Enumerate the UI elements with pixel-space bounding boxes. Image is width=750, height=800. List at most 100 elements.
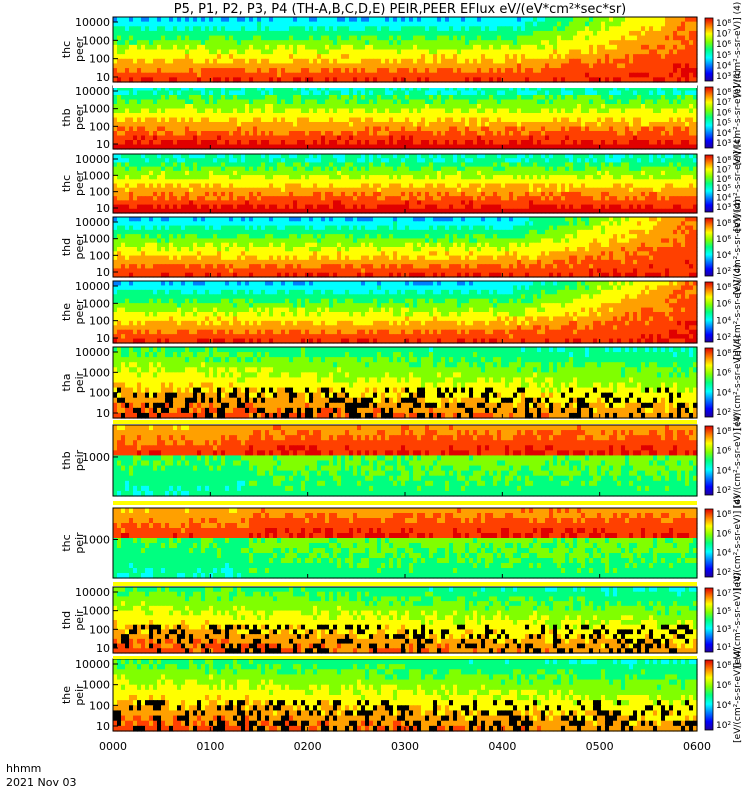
spectrogram-cell (641, 104, 646, 110)
spectrogram-cell (357, 86, 362, 92)
spectrogram-cell (117, 35, 122, 41)
spectrogram-cell (593, 135, 598, 141)
spectrogram-cell (621, 54, 626, 60)
spectrogram-cell (129, 49, 134, 55)
spectrogram-cell (153, 170, 158, 176)
spectrogram-cell (233, 166, 238, 172)
spectrogram-cell (373, 40, 378, 46)
spectrogram-cell (405, 44, 410, 51)
spectrogram-cell (233, 154, 238, 159)
spectrogram-cell (609, 104, 614, 110)
spectrogram-cell (569, 113, 574, 119)
spectrogram-cell (545, 154, 550, 159)
spectrogram-cell (225, 72, 230, 78)
spectrogram-cell (433, 117, 438, 123)
spectrogram-cell (509, 170, 514, 176)
spectrogram-cell (545, 63, 550, 69)
spectrogram-cell (677, 99, 682, 105)
spectrogram-cell (417, 135, 422, 141)
spectrogram-cell (169, 117, 174, 123)
spectrogram-cell (213, 108, 218, 114)
spectrogram-cell (293, 117, 298, 123)
spectrogram-cell (277, 135, 282, 141)
spectrogram-cell (177, 99, 182, 105)
spectrogram-cell (629, 108, 634, 114)
spectrogram-cell (693, 166, 698, 172)
spectrogram-cell (585, 126, 590, 132)
spectrogram-cell (313, 17, 318, 23)
spectrogram-cell (349, 113, 354, 119)
spectrogram-cell (233, 26, 238, 32)
spectrogram-cell (669, 58, 674, 65)
spectrogram-cell (197, 63, 202, 69)
spectrogram-cell (685, 77, 690, 83)
spectrogram-cell (273, 54, 278, 60)
spectrogram-cell (609, 90, 614, 96)
spectrogram-cell (209, 68, 214, 74)
spectrogram-cell (353, 35, 358, 41)
spectrogram-cell (201, 58, 206, 65)
spectrogram-cell (225, 30, 230, 37)
spectrogram-cell (677, 35, 682, 41)
spectrogram-cell (625, 86, 630, 92)
spectrogram-cell (465, 95, 470, 101)
spectrogram-cell (389, 21, 394, 27)
spectrogram-cell (421, 175, 426, 180)
spectrogram-cell (325, 126, 330, 132)
spectrogram-cell (369, 117, 374, 123)
spectrogram-cell (557, 108, 562, 114)
spectrogram-cell (473, 35, 478, 41)
spectrogram-cell (261, 99, 266, 105)
spectrogram-cell (553, 68, 558, 74)
spectrogram-cell (173, 72, 178, 78)
spectrogram-cell (153, 144, 158, 150)
spectrogram-cell (457, 122, 462, 128)
spectrogram-cell (229, 44, 234, 51)
spectrogram-cell (273, 30, 278, 37)
spectrogram-cell (273, 17, 278, 23)
spectrogram-cell (685, 108, 690, 114)
spectrogram-cell (301, 140, 306, 146)
spectrogram-cell (297, 49, 302, 55)
spectrogram-cell (245, 49, 250, 55)
spectrogram-cell (633, 35, 638, 41)
spectrogram-cell (489, 140, 494, 146)
spectrogram-cell (389, 72, 394, 78)
spectrogram-cell (449, 95, 454, 101)
spectrogram-cell (149, 35, 154, 41)
spectrogram-cell (125, 68, 130, 74)
spectrogram-cell (689, 122, 694, 128)
spectrogram-cell (685, 44, 690, 51)
spectrogram-cell (605, 135, 610, 141)
spectrogram-cell (541, 170, 546, 176)
spectrogram-cell (237, 86, 242, 92)
spectrogram-cell (249, 122, 254, 128)
spectrogram-cell (241, 117, 246, 123)
spectrogram-cell (589, 131, 594, 137)
spectrogram-cell (341, 104, 346, 110)
spectrogram-cell (165, 72, 170, 78)
spectrogram-cell (613, 72, 618, 78)
spectrogram-cell (165, 49, 170, 55)
spectrogram-cell (157, 154, 162, 159)
spectrogram-cell (413, 40, 418, 46)
spectrogram-cell (361, 90, 366, 96)
spectrogram-cell (597, 54, 602, 60)
spectrogram-cell (433, 63, 438, 69)
spectrogram-cell (545, 58, 550, 65)
spectrogram-cell (605, 162, 610, 168)
spectrogram-cell (557, 54, 562, 60)
spectrogram-cell (457, 131, 462, 137)
spectrogram-cell (453, 122, 458, 128)
spectrogram-cell (213, 63, 218, 69)
spectrogram-cell (313, 72, 318, 78)
spectrogram-cell (525, 117, 530, 123)
spectrogram-cell (349, 108, 354, 114)
spectrogram-cell (537, 17, 542, 23)
spectrogram-cell (541, 77, 546, 83)
spectrogram-cell (513, 140, 518, 146)
spectrogram-cell (553, 49, 558, 55)
spectrogram-cell (621, 90, 626, 96)
spectrogram-cell (621, 126, 626, 132)
spectrogram-cell (689, 99, 694, 105)
